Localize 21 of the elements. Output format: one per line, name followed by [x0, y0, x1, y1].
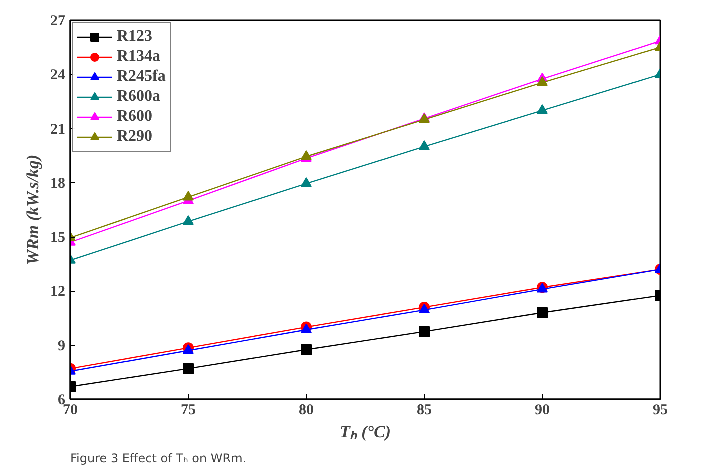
x-axis-title: Tₕ (°C) — [340, 422, 392, 442]
y-axis-title: WRm (kW.s/kg) — [24, 154, 42, 266]
legend-label: R600a — [117, 88, 161, 106]
legend-label: R134a — [117, 48, 161, 66]
y-tick-label: 18 — [50, 176, 66, 192]
x-tick-label: 85 — [417, 402, 432, 418]
y-tick-label: 9 — [58, 338, 66, 354]
legend-label: R290 — [117, 128, 153, 146]
x-tick-label: 80 — [299, 402, 314, 418]
y-tick-label: 15 — [50, 230, 66, 246]
caption: Figure 3 Effect of Tₕ on WRm. — [70, 452, 247, 466]
x-tick-label: 95 — [653, 402, 668, 418]
x-tick-label: 75 — [181, 402, 196, 418]
legend-label: R123 — [117, 28, 153, 46]
y-tick-label: 12 — [50, 284, 66, 300]
legend-label: R600 — [117, 108, 153, 126]
y-tick-label: 24 — [50, 68, 66, 84]
x-tick-label: 90 — [535, 402, 550, 418]
legend-label: R245fa — [117, 68, 166, 86]
y-tick-label: 27 — [50, 14, 66, 30]
y-tick-label: 21 — [50, 122, 66, 138]
